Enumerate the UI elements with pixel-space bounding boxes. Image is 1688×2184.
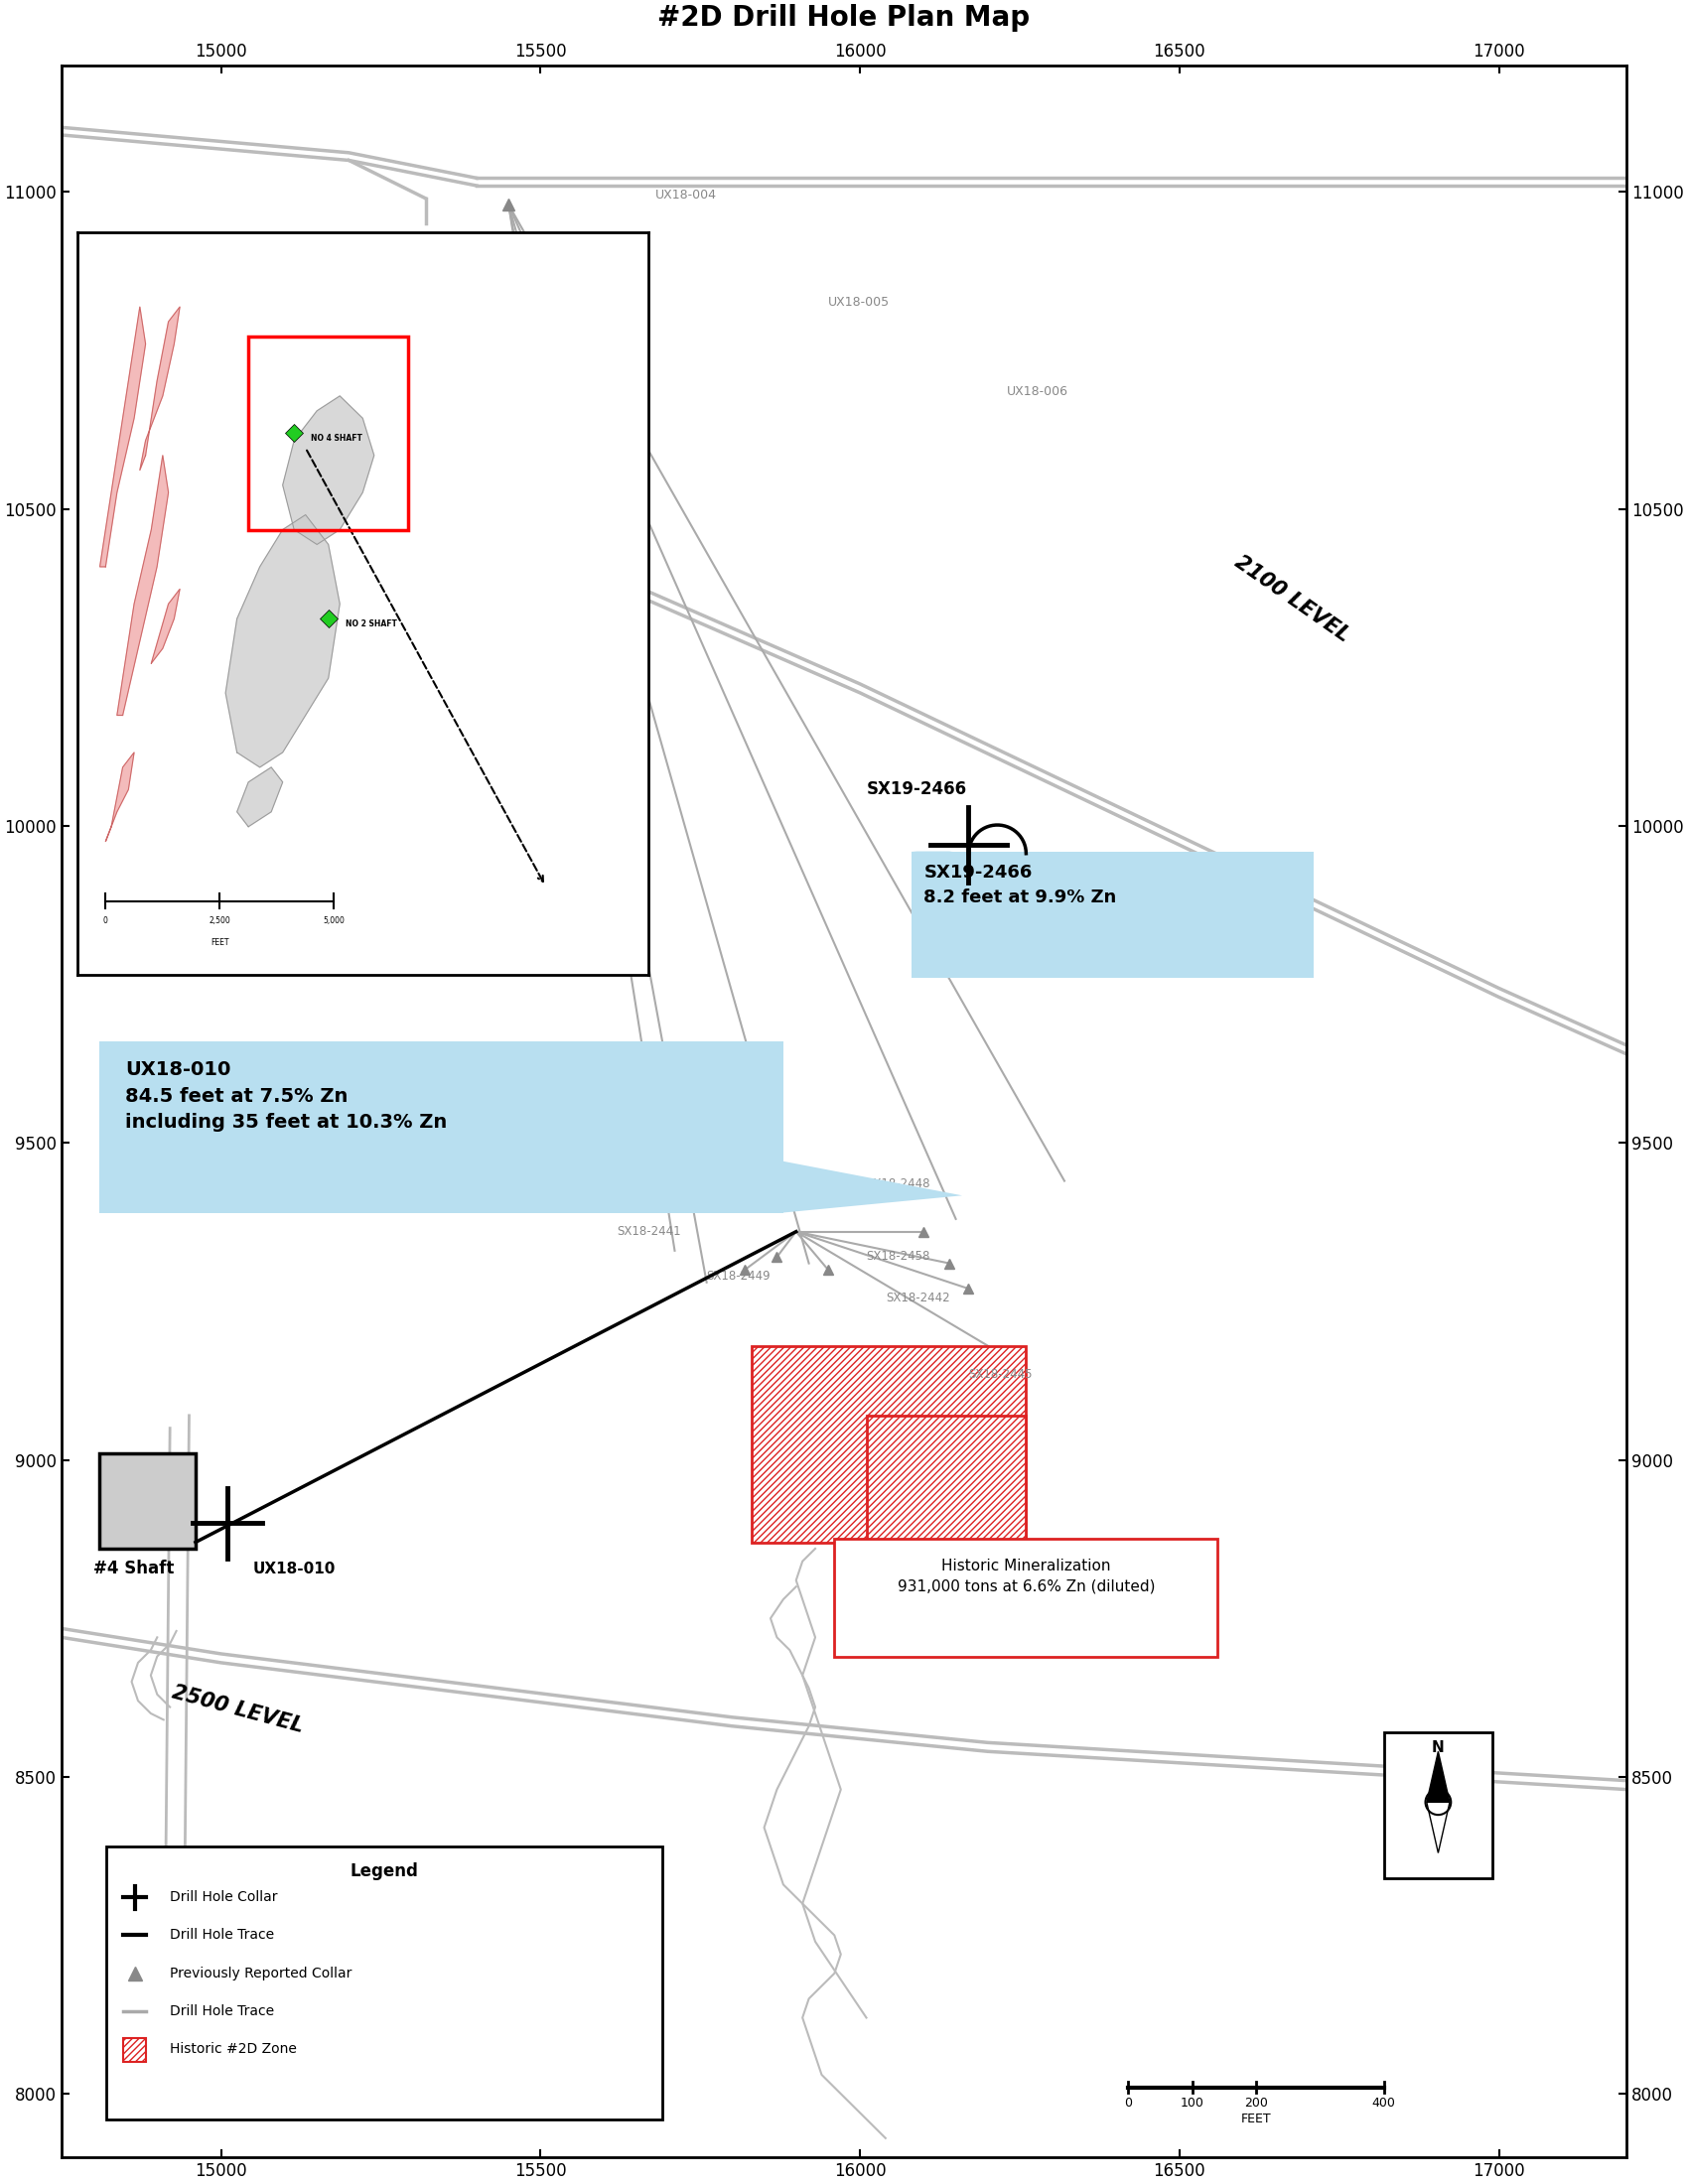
Text: 400: 400 <box>1372 2097 1396 2110</box>
Text: UX18-006: UX18-006 <box>1008 384 1069 397</box>
Text: 200: 200 <box>1244 2097 1268 2110</box>
Text: #4 Shaft: #4 Shaft <box>93 1559 174 1577</box>
Text: SX18-2445: SX18-2445 <box>969 1367 1033 1380</box>
Bar <box>100 1042 783 1212</box>
Text: SX19-2466: SX19-2466 <box>866 780 967 797</box>
Text: SX19-2466
8.2 feet at 9.9% Zn: SX19-2466 8.2 feet at 9.9% Zn <box>923 865 1117 906</box>
Text: Previously Reported Collar: Previously Reported Collar <box>170 1966 353 1981</box>
Polygon shape <box>1426 1752 1450 1802</box>
Text: 100: 100 <box>1180 2097 1204 2110</box>
Text: N: N <box>1431 1741 1445 1756</box>
Polygon shape <box>783 1162 962 1212</box>
Text: SX18-2441: SX18-2441 <box>618 1225 682 1238</box>
Bar <box>106 1845 662 2118</box>
Text: 0: 0 <box>1124 2097 1133 2110</box>
Text: Drill Hole Trace: Drill Hole Trace <box>170 2005 275 2018</box>
Polygon shape <box>912 852 987 858</box>
Bar <box>834 1540 1217 1655</box>
Text: UX18-010
84.5 feet at 7.5% Zn
including 35 feet at 10.3% Zn: UX18-010 84.5 feet at 7.5% Zn including … <box>125 1061 447 1131</box>
Text: Drill Hole Trace: Drill Hole Trace <box>170 1928 275 1942</box>
Bar <box>912 852 1313 978</box>
Text: Historic Mineralization
931,000 tons at 6.6% Zn (diluted): Historic Mineralization 931,000 tons at … <box>898 1557 1155 1594</box>
Text: SX18-2448: SX18-2448 <box>866 1177 930 1190</box>
Title: #2D Drill Hole Plan Map: #2D Drill Hole Plan Map <box>658 4 1030 33</box>
Text: UX18-004: UX18-004 <box>655 188 717 201</box>
Text: UX18-002: UX18-002 <box>361 328 424 341</box>
Text: UX18-010: UX18-010 <box>253 1562 336 1577</box>
Text: FEET: FEET <box>1241 2112 1271 2125</box>
Bar <box>100 1455 196 1548</box>
Text: Legend: Legend <box>349 1863 419 1880</box>
Text: SX18-2442: SX18-2442 <box>886 1291 950 1304</box>
Text: UX18-001: UX18-001 <box>419 245 481 258</box>
Bar <box>123 2038 147 2062</box>
Text: SX18-2449: SX18-2449 <box>707 1269 771 1282</box>
Text: SX18-2456: SX18-2456 <box>611 1171 675 1184</box>
Bar <box>1384 1732 1492 1878</box>
Bar <box>751 1345 1026 1542</box>
Polygon shape <box>1426 1802 1450 1852</box>
Text: Drill Hole Collar: Drill Hole Collar <box>170 1891 279 1904</box>
Text: SX18-2458: SX18-2458 <box>866 1249 930 1262</box>
Text: 2500 LEVEL: 2500 LEVEL <box>170 1682 306 1736</box>
Text: Historic #2D Zone: Historic #2D Zone <box>170 2042 297 2057</box>
Bar <box>866 1415 1026 1542</box>
Text: 2100 LEVEL: 2100 LEVEL <box>1231 553 1352 646</box>
Text: UX18-005: UX18-005 <box>829 297 890 310</box>
